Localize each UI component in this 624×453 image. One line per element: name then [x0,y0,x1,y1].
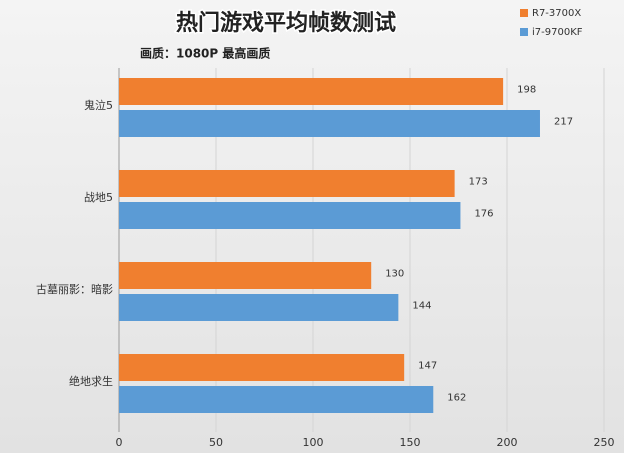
bar [119,354,405,381]
bar [119,78,504,105]
y-tick-label: 战地5 [84,191,113,204]
value-label: 176 [474,209,493,220]
y-tick-label: 绝地求生 [69,374,113,388]
bar [119,202,461,229]
x-tick-label: 0 [116,436,123,449]
value-label: 147 [418,361,437,372]
value-label: 198 [517,85,536,96]
bar [119,294,399,321]
x-tick-label: 150 [400,436,421,449]
value-label: 173 [469,177,488,188]
value-label: 144 [412,301,431,312]
legend-label: R7-3700X [532,8,581,19]
chart-title: 热门游戏平均帧数测试 [176,10,396,36]
x-tick-label: 250 [594,436,615,449]
y-tick-label: 古墓丽影：暗影 [36,282,113,296]
y-tick-label: 鬼泣5 [84,98,113,112]
bar [119,262,372,289]
bar [119,386,434,413]
bar [119,170,455,197]
bar [119,110,540,137]
value-label: 162 [447,393,466,404]
x-tick-label: 100 [303,436,324,449]
legend-label: i7-9700KF [532,27,583,38]
chart-subtitle: 画质：1080P 最高画质 [140,46,270,61]
x-tick-label: 50 [209,436,223,449]
legend-swatch [520,9,528,17]
value-label: 130 [385,269,404,280]
legend-swatch [520,28,528,36]
x-tick-label: 200 [497,436,518,449]
value-label: 217 [554,117,573,128]
